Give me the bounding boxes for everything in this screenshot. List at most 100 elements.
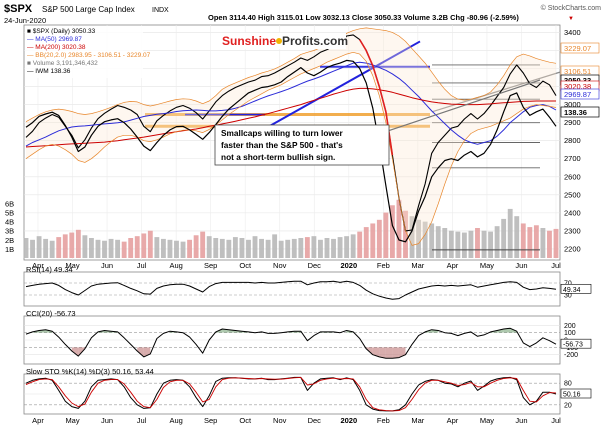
volume-bar (553, 228, 559, 258)
volume-tick-label: 3B (5, 227, 14, 236)
volume-bar (43, 238, 49, 258)
volume-bar (121, 241, 127, 258)
indicator-value-label: 50.16 (563, 392, 581, 399)
volume-bar (468, 230, 474, 258)
ohlc-readout: Open 3114.40 High 3115.01 Low 3032.13 Cl… (208, 13, 519, 22)
x-tick-label: Sep (204, 416, 217, 425)
price-y-axis: 2200230024002500260027002800290030003100… (564, 28, 581, 254)
volume-bar (69, 232, 75, 258)
x-tick-label: Jun (515, 261, 527, 270)
volume-bar (246, 239, 251, 258)
volume-tick-label: 4B (5, 218, 14, 227)
volume-bar (403, 210, 408, 258)
volume-bar (494, 226, 500, 258)
volume-bar (291, 238, 297, 258)
volume-bar (540, 228, 546, 258)
indicator-value-box (560, 338, 592, 349)
volume-bar (193, 235, 199, 258)
rsi-panel (23, 271, 561, 307)
indicator-tick-label: 20 (564, 402, 572, 409)
volume-bar (481, 230, 487, 258)
volume-bar (174, 240, 179, 258)
volume-bar (416, 219, 422, 258)
indicator-line (25, 376, 557, 412)
x-tick-label: Nov (273, 261, 287, 270)
sun-icon (276, 38, 282, 44)
volume-bar (461, 232, 467, 258)
volume-bar (331, 238, 336, 258)
volume-bar (350, 234, 356, 258)
volume-bar (514, 216, 520, 258)
cci-series: CCI(20) -56.732001000-100-200-56.73 (24, 309, 592, 359)
x-tick-label: May (480, 416, 494, 425)
volume-tick-label: 6B (5, 199, 14, 208)
x-tick-label: Apr (447, 416, 459, 425)
x-tick-label: Dec (308, 416, 322, 425)
indicator-tick-label: 80 (564, 381, 572, 388)
price-tick-label: 2500 (564, 190, 581, 199)
x-tick-label: May (65, 416, 79, 425)
index-name: S&P 500 Large Cap Index (42, 5, 135, 14)
price-tag-box (560, 106, 600, 118)
volume-bar (259, 238, 264, 258)
volume-bar (108, 238, 114, 258)
volume-bar (507, 208, 513, 258)
volume-tick-label: 1B (5, 245, 14, 254)
volume-bar (370, 223, 376, 258)
x-tick-label: Oct (239, 416, 252, 425)
volume-bar (396, 199, 402, 258)
volume-bar (527, 227, 533, 258)
x-tick-label: May (480, 261, 494, 270)
volume-bar (409, 216, 415, 258)
volume-bar (206, 236, 212, 258)
volume-bar (187, 239, 193, 258)
gray-trendline (431, 71, 561, 113)
price-tag-label: 3020.38 (564, 82, 591, 91)
x-tick-label: Nov (273, 416, 287, 425)
volume-bar (344, 236, 350, 258)
indicator-value-box (560, 283, 592, 294)
price-tag-label: 2969.87 (564, 90, 591, 99)
price-tick-label: 2300 (564, 226, 581, 235)
volume-bar (455, 231, 461, 258)
bb-lower-line (25, 51, 557, 246)
watermark-sunshine: Sunshine (222, 34, 276, 48)
volume-bar (160, 238, 166, 258)
legend-entry: — MA(200) 3020.38 (27, 44, 86, 51)
price-tick-label: 2800 (564, 136, 581, 145)
legend-entry: — BB(20,2.0) 2983.95 - 3106.51 - 3229.07 (27, 52, 151, 59)
chart-legend: ■ $SPX (Daily) 3050.33— MA(50) 2969.87— … (25, 26, 151, 78)
volume-bar (488, 231, 493, 258)
volume-bar (75, 229, 81, 258)
volume-bar (115, 239, 121, 258)
volume-bar (56, 237, 62, 258)
volume-bar (337, 237, 343, 258)
volume-bar (389, 205, 395, 258)
indicator-title: CCI(20) -56.73 (26, 309, 76, 318)
volume-bar (501, 218, 507, 258)
volume-bar (318, 239, 323, 258)
price-tag-box (560, 42, 600, 54)
x-tick-label: Feb (377, 261, 390, 270)
indicator-fill-up (503, 328, 511, 333)
volume-tick-label: 5B (5, 209, 14, 218)
indicator-tick-label: 30 (564, 293, 572, 300)
bb-upper-line (25, 27, 557, 123)
volume-bar (520, 223, 526, 258)
volume-bars (23, 199, 559, 258)
x-tick-label: 2020 (340, 416, 357, 425)
spx-line (25, 34, 557, 232)
x-tick-label: Mar (411, 261, 424, 270)
x-tick-label: Jul (137, 261, 147, 270)
volume-bar (252, 236, 258, 258)
change-down-icon: ▼ (568, 16, 574, 22)
volume-bar (422, 221, 428, 258)
volume-bar (442, 228, 448, 258)
x-axis-labels: Apr May Jun Jul Aug Sep Oct Nov Dec 2020 Feb Mar Apr… (32, 261, 561, 270)
indicator-fill-down (71, 347, 79, 357)
x-tick-label: Oct (239, 261, 252, 270)
x-tick-label: Jun (515, 416, 527, 425)
